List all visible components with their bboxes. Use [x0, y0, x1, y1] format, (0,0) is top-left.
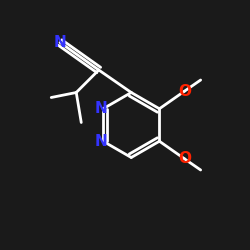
Text: N: N — [94, 101, 107, 116]
Text: O: O — [178, 84, 191, 99]
Text: N: N — [54, 35, 66, 50]
Text: O: O — [178, 151, 191, 166]
Text: N: N — [94, 134, 107, 149]
